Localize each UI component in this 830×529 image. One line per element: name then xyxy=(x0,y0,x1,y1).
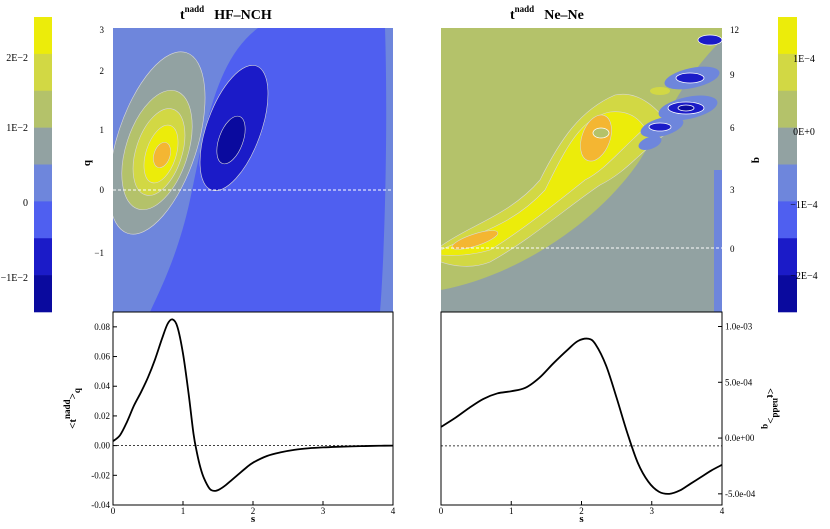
colorbar-swatch xyxy=(778,201,797,239)
svg-text:12: 12 xyxy=(730,25,739,35)
y-ticks-ne-ne: 12 9 6 3 0 xyxy=(730,25,739,254)
y-tick-label: 0.02 xyxy=(94,411,110,421)
contour-pos-f xyxy=(650,87,670,95)
x-tick-label: 2 xyxy=(579,506,584,516)
y-ticks-hf-nch: 3 2 1 0 −1 xyxy=(94,25,104,258)
x-axis-label: s xyxy=(251,513,256,525)
y-tick-label: -0.02 xyxy=(91,470,110,480)
colorbar-swatch xyxy=(34,201,52,239)
colorbar-tick-label: 1E−2 xyxy=(6,123,28,134)
colorbar-swatch xyxy=(34,17,52,55)
y-tick-label: -5.0e-04 xyxy=(725,489,756,499)
contour-band-right-edge xyxy=(714,170,722,312)
colorbar-tick-label: 1E−4 xyxy=(793,54,815,65)
contour-neg-d xyxy=(638,136,662,150)
y-tick-label: 0.08 xyxy=(94,322,110,332)
series-line xyxy=(440,337,723,495)
svg-text:1: 1 xyxy=(100,125,105,135)
contour-ridge-4 xyxy=(592,127,610,139)
contour-map-ne-ne xyxy=(441,28,722,312)
contour-neg-a-core xyxy=(675,72,705,84)
plot-frame xyxy=(440,311,723,506)
svg-text:0: 0 xyxy=(100,185,105,195)
x-tick-label: 2 xyxy=(251,506,256,516)
contour-band-right-edge xyxy=(380,28,393,312)
x-tick-label: 4 xyxy=(391,506,396,516)
series-line xyxy=(112,318,394,492)
colorbar-tick-label: −1E−4 xyxy=(790,200,817,211)
colorbar-swatch xyxy=(34,127,52,165)
colorbar-swatch xyxy=(34,164,52,202)
svg-text:2: 2 xyxy=(100,66,105,76)
svg-text:6: 6 xyxy=(730,123,735,133)
y-tick-label: 0.06 xyxy=(94,352,110,362)
colorbar-swatch xyxy=(778,53,797,92)
contour-ridge-5 xyxy=(451,230,499,250)
colorbar-swatch xyxy=(34,238,52,276)
colorbar-swatch xyxy=(778,17,797,55)
y-tick-label: 0.0e+00 xyxy=(725,433,755,443)
colorbar-swatch xyxy=(34,275,52,313)
x-tick-label: 3 xyxy=(321,506,326,516)
y-axis-label: <tnadd>q xyxy=(761,388,781,429)
colorbar-swatch xyxy=(778,164,797,202)
colorbar-swatch xyxy=(778,238,797,276)
colorbar-tick-label: 0 xyxy=(23,198,28,209)
colorbar-hf-nch: 2E−2 1E−2 0 −1E−2 xyxy=(1,17,52,313)
colorbar-tick-label: −2E−4 xyxy=(790,271,817,282)
colorbar-tick-label: 0E+0 xyxy=(793,127,815,138)
colorbar-swatch xyxy=(778,127,797,165)
contour-negative-2 xyxy=(216,115,246,165)
plot-frame xyxy=(112,311,394,506)
x-tick-label: 0 xyxy=(439,506,444,516)
contour-neg-b-inner xyxy=(677,104,695,112)
contour-neg-c-core xyxy=(648,122,672,132)
svg-text:3: 3 xyxy=(100,25,105,35)
svg-text:9: 9 xyxy=(730,70,735,80)
title-ne-ne: tnadd Ne–Ne xyxy=(510,4,584,23)
svg-text:0: 0 xyxy=(730,244,735,254)
colorbar-swatch xyxy=(34,90,52,128)
x-tick-label: 1 xyxy=(181,506,186,516)
y-tick-label: 1.0e-03 xyxy=(725,322,753,332)
y-tick-label: 0.00 xyxy=(94,441,110,451)
colorbar-swatch xyxy=(778,90,797,128)
contour-ridge-3 xyxy=(580,114,612,162)
x-tick-label: 4 xyxy=(720,506,725,516)
contour-band-gray xyxy=(441,40,722,312)
x-axis-label: s xyxy=(579,513,584,525)
x-tick-label: 3 xyxy=(650,506,655,516)
colorbar-tick-label: −1E−2 xyxy=(1,273,28,284)
ylabel-hf-nch: q xyxy=(81,159,93,166)
colorbar-ne-ne: 1E−4 0E+0 −1E−4 −2E−4 xyxy=(778,17,818,313)
colorbar-swatch xyxy=(778,275,797,313)
y-tick-label: 0.04 xyxy=(94,381,110,391)
y-tick-label: -0.04 xyxy=(91,500,110,510)
line-plot-ne-ne: 0 1 2 3 4 s 1.0e-03 5.0e-04 0.0e+00 -5.0e-04 <tnad… xyxy=(439,311,781,525)
title-hf-nch: tnadd HF–NCH xyxy=(180,4,272,23)
svg-text:3: 3 xyxy=(730,185,735,195)
contour-neg-e xyxy=(697,34,722,46)
y-tick-label: 5.0e-04 xyxy=(725,377,753,387)
svg-text:−1: −1 xyxy=(94,248,104,258)
colorbar-swatch xyxy=(34,53,52,92)
line-plot-hf-nch: 0 1 2 3 4 s 0.08 0.06 0.04 0.02 0.00 -0.02 -0.04 <tna… xyxy=(62,311,396,525)
colorbar-tick-label: 2E−2 xyxy=(6,53,28,64)
y-axis-label: <tnadd>q xyxy=(62,388,82,429)
contour-positive-5 xyxy=(153,142,171,168)
x-tick-label: 1 xyxy=(509,506,514,516)
ylabel-ne-ne: q xyxy=(751,157,763,164)
x-tick-label: 0 xyxy=(111,506,116,516)
contour-map-hf-nch xyxy=(113,28,393,312)
